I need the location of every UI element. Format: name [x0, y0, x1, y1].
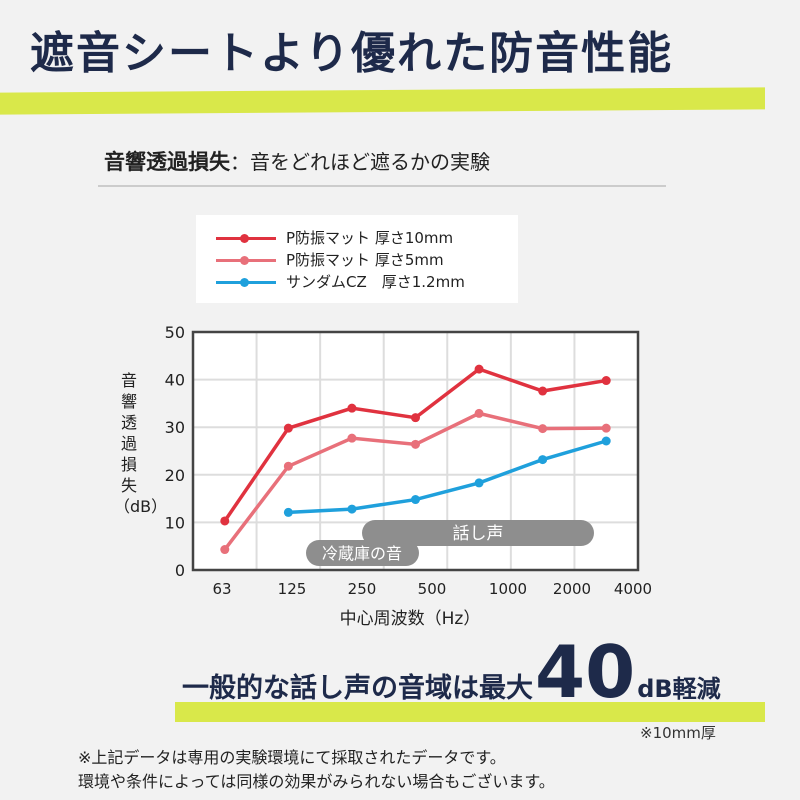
- legend-swatch: [216, 233, 276, 243]
- data-point: [538, 455, 548, 465]
- legend-swatch: [216, 277, 276, 287]
- series-line: [288, 439, 607, 515]
- data-point: [220, 516, 230, 526]
- headline-highlight: [175, 702, 765, 722]
- y-tick-label: 30: [165, 418, 185, 437]
- thickness-note: ※10mm厚: [640, 724, 716, 742]
- plot-border: [191, 330, 640, 572]
- annotation-label: 冷蔵庫の音: [322, 544, 402, 563]
- x-tick-label: 2000: [553, 580, 591, 598]
- data-point: [411, 495, 420, 505]
- data-point: [474, 408, 484, 418]
- y-tick-label: 0: [175, 561, 185, 580]
- x-axis-label: 中心周波数（Hz）: [340, 609, 481, 629]
- data-point: [220, 545, 230, 555]
- chart-legend: P防振マット 厚さ10mm P防振マット 厚さ5mm サンダムCZ 厚さ1.2m…: [196, 215, 518, 303]
- y-tick-label: 40: [165, 371, 185, 390]
- legend-swatch: [216, 255, 276, 265]
- data-point: [474, 364, 484, 374]
- headline: 一般的な話し声の音域は最大 40 dB軽減: [182, 630, 721, 714]
- data-point: [601, 376, 611, 386]
- data-point: [411, 439, 420, 449]
- annotation-band: [306, 540, 419, 566]
- x-tick-label: 125: [278, 580, 307, 598]
- data-point: [347, 504, 357, 514]
- x-tick-label: 4000: [614, 580, 652, 598]
- subtitle-rest: ：音をどれほど遮るかの実験: [230, 150, 490, 174]
- data-point: [283, 507, 293, 517]
- data-point: [347, 403, 357, 413]
- divider: [98, 185, 666, 187]
- data-point: [347, 433, 357, 443]
- legend-item: P防振マット 厚さ5mm: [216, 251, 444, 269]
- data-point: [601, 436, 611, 446]
- annotation-band: [362, 520, 594, 546]
- subtitle-bold: 音響透過損失: [104, 150, 230, 174]
- annotation-label: 話し声: [453, 524, 504, 544]
- data-point: [283, 461, 293, 471]
- data-point: [601, 423, 611, 433]
- legend-item: P防振マット 厚さ10mm: [216, 229, 453, 247]
- x-tick-label: 1000: [489, 580, 527, 598]
- data-point: [538, 386, 548, 396]
- x-tick-label: 63: [212, 580, 231, 598]
- page-title: 遮音シートより優れた防音性能: [30, 28, 674, 79]
- data-point: [474, 478, 484, 488]
- y-tick-label: 10: [165, 513, 185, 532]
- y-tick-label: 20: [165, 466, 185, 485]
- data-point: [411, 413, 420, 423]
- footnotes: ※上記データは専用の実験環境にて採取されたデータです。 環境や条件によっては同様の…: [78, 748, 555, 791]
- chart-subtitle: 音響透過損失：音をどれほど遮るかの実験: [104, 146, 490, 176]
- x-tick-label: 250: [348, 580, 377, 598]
- data-point: [538, 424, 548, 434]
- x-tick-label: 500: [418, 580, 447, 598]
- legend-item: サンダムCZ 厚さ1.2mm: [216, 273, 465, 291]
- y-tick-label: 50: [165, 323, 185, 342]
- data-point: [283, 423, 293, 433]
